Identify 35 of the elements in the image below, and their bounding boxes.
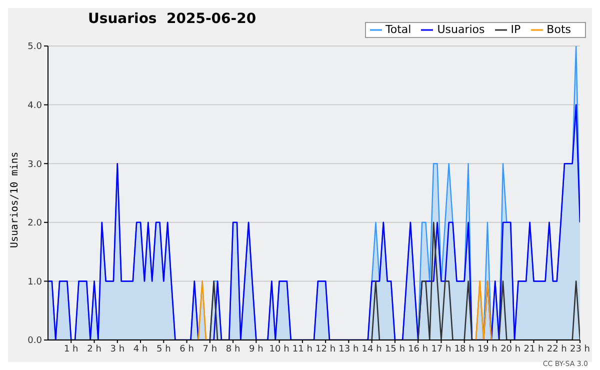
y-tick-label: 2.0 (28, 218, 42, 229)
x-tick-label: 5 h (156, 344, 171, 354)
chart-title: Usuarios 2025-06-20 (88, 11, 256, 27)
x-tick-label: 12 h (316, 344, 336, 354)
x-tick-label: 6 h (180, 344, 194, 354)
x-tick-label: 19 h (477, 344, 498, 354)
y-axis-title: Usuarios/10 mins (10, 152, 21, 248)
x-tick-label: 1 h (64, 344, 78, 354)
legend-label: IP (510, 23, 521, 36)
x-tick-label: 13 h (338, 344, 359, 354)
x-tick-label: 10 h (269, 344, 290, 354)
y-tick-label: 3.0 (28, 160, 42, 170)
y-tick-label: 5.0 (28, 42, 42, 52)
y-tick-label: 4.0 (28, 100, 42, 111)
x-tick-label: 2 h (87, 344, 102, 354)
x-tick-label: 9 h (249, 344, 264, 354)
x-tick-label: 22 h (546, 344, 567, 354)
y-tick-label: 0.0 (28, 336, 42, 346)
x-tick-label: 23 h (570, 344, 590, 354)
x-tick-label: 8 h (226, 344, 240, 354)
x-tick-label: 15 h (384, 344, 405, 354)
x-tick-label: 11 h (292, 344, 312, 354)
y-tick-label: 1.0 (28, 277, 42, 288)
legend-label: Bots (546, 23, 571, 36)
legend-label: Total (386, 23, 412, 36)
x-tick-label: 20 h (500, 344, 521, 354)
x-tick-label: 21 h (524, 344, 544, 354)
x-tick-label: 3 h (110, 344, 125, 354)
x-tick-label: 16 h (408, 344, 428, 354)
x-tick-label: 17 h (431, 344, 452, 354)
legend-label: Usuarios (437, 23, 485, 36)
x-tick-label: 14 h (362, 344, 382, 354)
x-tick-label: 4 h (133, 344, 148, 354)
x-tick-label: 18 h (454, 344, 474, 354)
x-tick-label: 7 h (202, 344, 218, 354)
